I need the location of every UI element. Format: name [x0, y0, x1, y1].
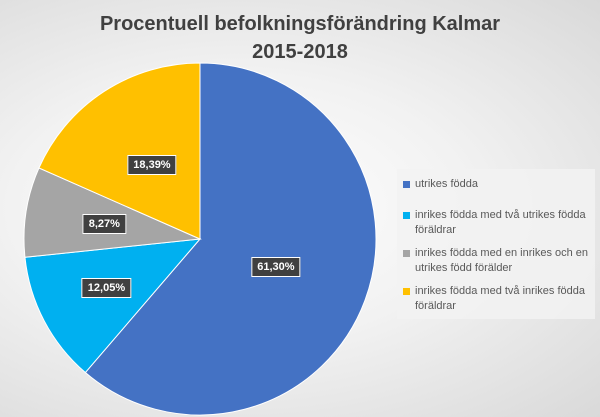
- legend-label: inrikes födda med två inrikes födda förä…: [415, 285, 585, 312]
- data-label: 61,30%: [251, 257, 301, 278]
- legend-item: inrikes födda med en inrikes och en utri…: [403, 246, 600, 276]
- legend-swatch: [403, 212, 410, 219]
- legend-label: utrikes födda: [415, 178, 478, 190]
- chart-title-line1: Procentuell befolkningsförändring Kalmar: [99, 13, 501, 35]
- legend-label: inrikes födda med två utrikes födda förä…: [415, 209, 586, 236]
- legend: utrikes födda inrikes födda med två utri…: [397, 169, 595, 319]
- legend-label: inrikes födda med en inrikes och en utri…: [415, 247, 589, 274]
- pie-slice: [24, 238, 202, 374]
- legend-swatch: [403, 250, 410, 257]
- legend-item: utrikes födda: [403, 177, 600, 192]
- legend-item: inrikes födda med två inrikes födda förä…: [403, 284, 600, 314]
- legend-swatch: [403, 288, 410, 295]
- pie-slice: [23, 167, 202, 258]
- data-label: 8,27%: [82, 213, 126, 234]
- chart-title-line2: 2015-2018: [252, 41, 348, 63]
- chart-title: Procentuell befolkningsförändring Kalmar…: [0, 10, 600, 66]
- pie-slice: [84, 62, 377, 416]
- pie-slice: [38, 62, 201, 240]
- data-label: 18,39%: [127, 155, 177, 176]
- legend-item: inrikes födda med två utrikes födda förä…: [403, 208, 600, 238]
- legend-swatch: [403, 181, 410, 188]
- data-label: 12,05%: [81, 278, 132, 298]
